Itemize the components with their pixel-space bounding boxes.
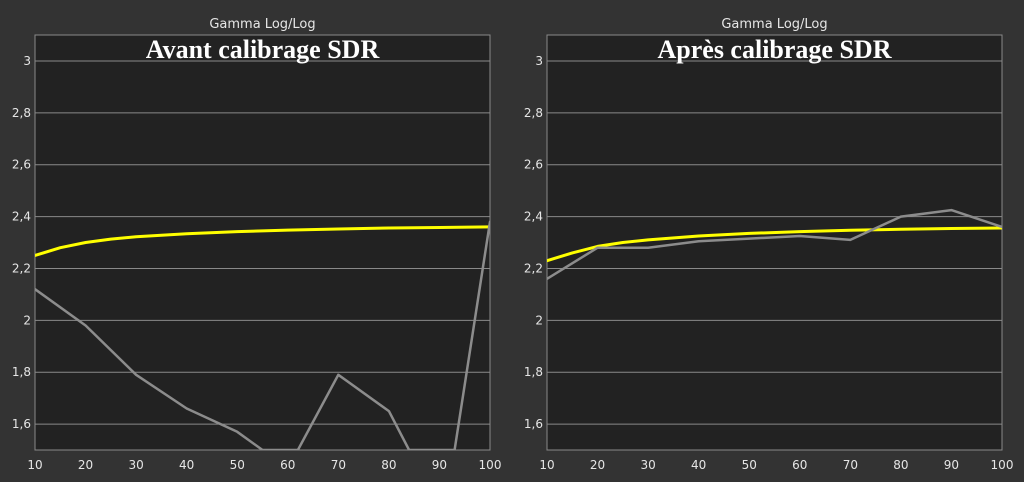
y-tick-label: 2,2: [12, 261, 31, 275]
x-tick-label: 50: [230, 458, 245, 472]
y-tick-label: 2,4: [12, 210, 31, 224]
x-tick-label: 80: [893, 458, 908, 472]
x-tick-label: 30: [640, 458, 655, 472]
y-tick-label: 3: [23, 54, 31, 68]
x-tick-label: 100: [479, 458, 502, 472]
x-tick-label: 40: [691, 458, 706, 472]
plot-area: [35, 35, 490, 450]
y-tick-label: 2,8: [524, 106, 543, 120]
x-tick-label: 100: [991, 458, 1014, 472]
x-tick-label: 80: [381, 458, 396, 472]
y-tick-label: 2: [23, 313, 31, 327]
y-tick-label: 2: [535, 313, 543, 327]
overlay-title: Après calibrage SDR: [658, 35, 892, 64]
chart-title: Gamma Log/Log: [721, 17, 827, 32]
x-tick-label: 40: [179, 458, 194, 472]
x-tick-label: 50: [742, 458, 757, 472]
x-tick-label: 30: [128, 458, 143, 472]
series-line-target: [35, 225, 490, 257]
x-tick-label: 20: [78, 458, 93, 472]
overlay-title: Avant calibrage SDR: [146, 35, 380, 64]
chart-panel-2: 1,6 1,8 2 2,2 2,4 2,6 2,8 3 10 20 30 40 50 60 70 80 90 10…: [524, 17, 1014, 472]
series-line-measured: [35, 220, 490, 450]
x-tick-label: 10: [27, 458, 42, 472]
y-tick-label: 1,6: [524, 417, 543, 431]
y-tick-label: 2,6: [12, 158, 31, 172]
y-tick-label: 2,2: [524, 261, 543, 275]
x-tick-label: 90: [432, 458, 447, 472]
x-tick-label: 90: [944, 458, 959, 472]
chart-title: Gamma Log/Log: [209, 17, 315, 32]
y-tick-label: 1,8: [12, 365, 31, 379]
chart-panel-1: 1,6 1,8 2 2,2 2,4 2,6 2,8 3 10 20 30 40 50 60 70 80 90 10…: [12, 17, 502, 472]
x-tick-label: 20: [590, 458, 605, 472]
x-tick-label: 60: [280, 458, 295, 472]
y-tick-label: 3: [535, 54, 543, 68]
series-line-target: [547, 226, 1002, 263]
series-line-measured: [547, 208, 1002, 281]
x-tick-label: 60: [792, 458, 807, 472]
plot-border: [546, 34, 1003, 451]
y-tick-label: 2,6: [524, 158, 543, 172]
x-tick-label: 70: [843, 458, 858, 472]
y-tick-label: 2,4: [524, 210, 543, 224]
x-tick-label: 70: [331, 458, 346, 472]
y-tick-label: 1,8: [524, 365, 543, 379]
y-tick-label: 2,8: [12, 106, 31, 120]
y-tick-label: 1,6: [12, 417, 31, 431]
x-tick-label: 10: [539, 458, 554, 472]
